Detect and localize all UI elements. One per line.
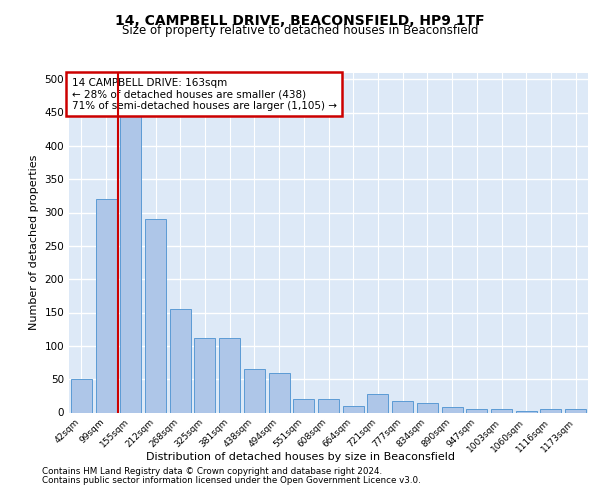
- Text: 14 CAMPBELL DRIVE: 163sqm
← 28% of detached houses are smaller (438)
71% of semi: 14 CAMPBELL DRIVE: 163sqm ← 28% of detac…: [71, 78, 337, 111]
- Text: Distribution of detached houses by size in Beaconsfield: Distribution of detached houses by size …: [146, 452, 455, 462]
- Text: Contains HM Land Registry data © Crown copyright and database right 2024.: Contains HM Land Registry data © Crown c…: [42, 467, 382, 476]
- Bar: [145, 219, 166, 412]
- Bar: [491, 409, 512, 412]
- Bar: [541, 409, 562, 412]
- Bar: [442, 407, 463, 412]
- Bar: [194, 338, 215, 412]
- Bar: [367, 394, 388, 412]
- Bar: [516, 410, 537, 412]
- Y-axis label: Number of detached properties: Number of detached properties: [29, 155, 39, 330]
- Bar: [244, 369, 265, 412]
- Bar: [343, 406, 364, 412]
- Bar: [120, 112, 141, 412]
- Bar: [466, 409, 487, 412]
- Bar: [392, 400, 413, 412]
- Bar: [95, 199, 116, 412]
- Bar: [219, 338, 240, 412]
- Text: Contains public sector information licensed under the Open Government Licence v3: Contains public sector information licen…: [42, 476, 421, 485]
- Text: 14, CAMPBELL DRIVE, BEACONSFIELD, HP9 1TF: 14, CAMPBELL DRIVE, BEACONSFIELD, HP9 1T…: [115, 14, 485, 28]
- Bar: [71, 379, 92, 412]
- Bar: [293, 399, 314, 412]
- Bar: [170, 309, 191, 412]
- Bar: [269, 372, 290, 412]
- Text: Size of property relative to detached houses in Beaconsfield: Size of property relative to detached ho…: [122, 24, 478, 37]
- Bar: [318, 399, 339, 412]
- Bar: [417, 402, 438, 412]
- Bar: [565, 409, 586, 412]
